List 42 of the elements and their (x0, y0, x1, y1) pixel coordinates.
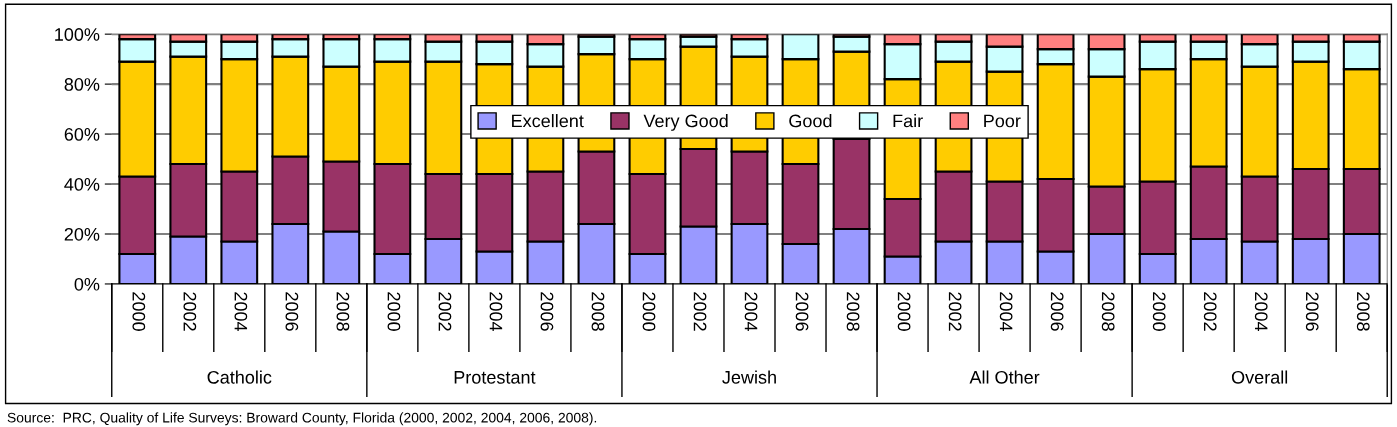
text: Catholic (207, 370, 272, 384)
x-tick-label: 2006 (285, 292, 299, 331)
x-tick-label: 2002 (1203, 292, 1217, 331)
x-tick-label: 2004 (234, 292, 248, 332)
x-tick-label: 2000 (132, 292, 146, 331)
text: Protestant (454, 371, 536, 384)
y-tick-label: 0% (74, 277, 100, 291)
x-tick-label: 2004 (1254, 292, 1268, 332)
x-tick-label: 2004 (489, 292, 503, 332)
y-tick-label: 20% (64, 227, 100, 241)
source-note: Source: PRC, Quality of Life Surveys: Broward County, Florida (2000, 2002, 2004, 2006, 2008). (7, 412, 597, 426)
x-tick-label: 2002 (438, 292, 452, 331)
x-tick-label: 2004 (744, 292, 758, 332)
legend-label: Excellent (512, 114, 584, 128)
x-tick-label: 2008 (846, 292, 860, 331)
x-tick-label: 2000 (897, 292, 911, 331)
x-tick-label: 2006 (540, 292, 554, 331)
x-tick-label: 2000 (1152, 292, 1166, 331)
x-tick-label: 2002 (948, 292, 962, 331)
legend-label: Good (789, 114, 832, 128)
legend-label: Very Good (643, 114, 728, 131)
text: Jewish (722, 370, 776, 384)
x-tick-label: 2002 (693, 292, 707, 331)
x-tick-label: 2008 (1356, 292, 1370, 331)
text: All Other (969, 370, 1040, 384)
x-tick-label: 2002 (183, 292, 197, 331)
x-tick-label: 2004 (999, 292, 1013, 332)
text: Overall (1231, 370, 1288, 384)
y-tick-label: 80% (64, 78, 100, 91)
x-tick-label: 2008 (591, 292, 605, 331)
x-tick-label: 2000 (387, 292, 401, 331)
legend-label: Fair (893, 114, 923, 128)
y-tick-label: 60% (64, 128, 100, 141)
x-tick-label: 2006 (1305, 292, 1319, 331)
x-tick-label: 2006 (795, 292, 809, 331)
x-tick-label: 2006 (1050, 292, 1064, 331)
x-tick-label: 2008 (1101, 292, 1115, 331)
x-tick-label: 2000 (642, 292, 656, 331)
legend-label: Poor (984, 114, 1021, 128)
x-tick-label: 2008 (336, 292, 350, 331)
y-tick-label: 100% (55, 28, 100, 41)
y-tick-label: 40% (64, 177, 100, 191)
